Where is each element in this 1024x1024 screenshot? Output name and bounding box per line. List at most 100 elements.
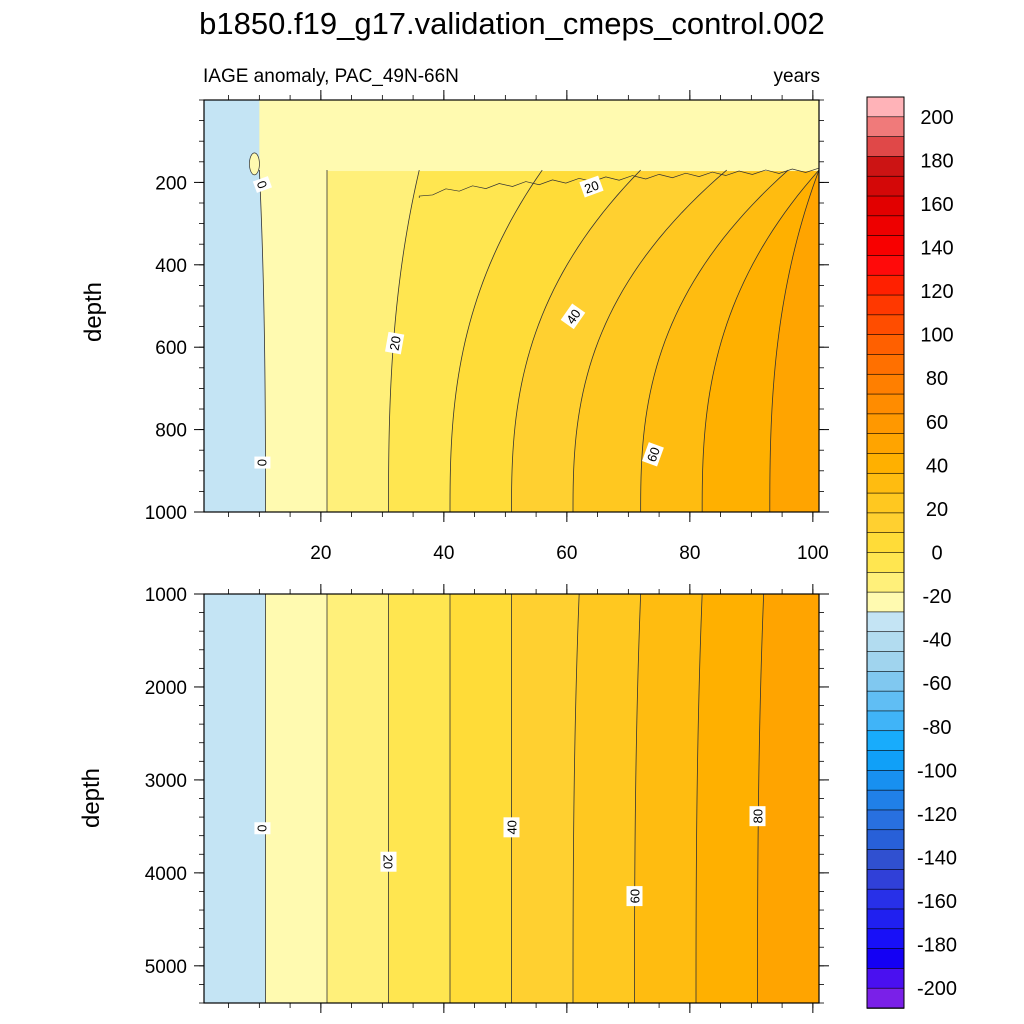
top-contour-lines (249, 152, 820, 513)
top-right-string: years (774, 66, 820, 87)
contour-band-40 (511, 170, 727, 513)
contour-label: 0 (254, 822, 271, 835)
contour-band-50 (573, 594, 641, 1003)
colorbar-swatch (866, 274, 905, 296)
y-tick-label: 400 (155, 256, 187, 277)
colorbar-swatch (866, 611, 905, 633)
x-tick-label: 100 (797, 543, 829, 564)
contour-band-60 (640, 170, 819, 513)
contour-label: 60 (626, 886, 643, 907)
colorbar-label: -160 (917, 891, 957, 913)
contour-band-20 (388, 594, 450, 1003)
colorbar-swatch (866, 472, 905, 494)
colorbar-swatch (866, 116, 905, 138)
colorbar-label: -120 (917, 804, 957, 826)
svg-text:60: 60 (644, 445, 663, 464)
top-y-axis-label: depth (80, 282, 107, 342)
colorbar-swatch (866, 235, 905, 257)
colorbar-swatch (866, 354, 905, 376)
svg-text:20: 20 (387, 335, 404, 352)
colorbar-swatch (866, 710, 905, 732)
colorbar-swatch (866, 552, 905, 574)
top-left-string: IAGE anomaly, PAC_49N-66N (203, 66, 459, 87)
colorbar-label: 100 (920, 325, 953, 347)
colorbar-label: -60 (923, 673, 952, 695)
colorbar-swatch (866, 314, 905, 336)
colorbar-swatch (866, 373, 905, 395)
surface-layer-band (259, 100, 820, 172)
colorbar-swatch (866, 255, 905, 277)
isoline-80 (769, 169, 820, 513)
isoline-60 (634, 593, 642, 1003)
colorbar-swatch (866, 156, 905, 178)
isoline-40 (511, 169, 641, 513)
y-tick-label: 2000 (145, 678, 187, 699)
colorbar-label: 160 (920, 194, 953, 216)
colorbar-swatch (866, 195, 905, 217)
colorbar-swatch (866, 631, 905, 653)
isoline-70 (701, 169, 820, 513)
y-tick-label: 5000 (145, 957, 187, 978)
colorbar-label: -80 (923, 717, 952, 739)
contour-band-10 (327, 170, 420, 513)
contour-label: 20 (579, 175, 604, 198)
contour-band-40 (511, 594, 580, 1003)
x-tick-label: 20 (310, 543, 331, 564)
colorbar-swatch (866, 928, 905, 950)
colorbar-swatch (866, 334, 905, 356)
contour-band-60 (634, 594, 703, 1003)
contour-band-10 (327, 594, 389, 1003)
colorbar-label: 60 (926, 412, 948, 434)
colorbar-swatch (866, 572, 905, 593)
contour-label: 20 (385, 331, 405, 355)
surface-isoline (418, 167, 820, 199)
colorbar-swatch (866, 770, 905, 791)
y-tick-label: 1000 (145, 585, 187, 606)
colorbar-label: 80 (926, 368, 948, 390)
contour-band-0 (259, 170, 327, 513)
colorbar: 200180160140120100806040200-20-40-60-80-… (866, 96, 957, 1009)
colorbar-swatch (866, 215, 905, 237)
colorbar-label: 200 (920, 107, 953, 129)
colorbar-swatch (866, 888, 905, 910)
colorbar-swatch (866, 433, 905, 455)
svg-text:0: 0 (254, 825, 269, 832)
contour-band-50 (573, 170, 789, 513)
colorbar-swatch (866, 690, 905, 712)
colorbar-label: 180 (920, 150, 953, 172)
colorbar-swatch (866, 512, 905, 534)
colorbar-swatch (866, 175, 905, 197)
svg-text:20: 20 (582, 177, 601, 196)
contour-band-70 (696, 594, 764, 1003)
y-tick-label: 200 (155, 173, 187, 194)
y-tick-label: 4000 (145, 864, 187, 885)
colorbar-swatch (866, 987, 905, 1009)
bottom-y-axis-label: depth (78, 768, 105, 828)
colorbar-swatch (866, 492, 905, 514)
contour-band-30 (450, 594, 512, 1003)
colorbar-label: -20 (923, 586, 952, 608)
contour-label: 0 (252, 176, 272, 193)
colorbar-swatch (866, 453, 905, 475)
colorbar-label: -100 (917, 760, 957, 782)
isoline-30 (449, 169, 543, 513)
colorbar-swatch (866, 413, 905, 435)
svg-text:40: 40 (563, 306, 584, 326)
figure-title: b1850.f19_g17.validation_cmeps_control.0… (199, 6, 825, 41)
contour-label: 80 (749, 806, 766, 827)
contour-band-20 (388, 170, 543, 513)
contour-label: 40 (560, 303, 586, 330)
contour-label: 20 (380, 851, 397, 872)
contour-label: 60 (642, 442, 664, 467)
colorbar-swatch (866, 294, 905, 316)
colorbar-swatch (866, 96, 905, 118)
x-tick-label: 80 (679, 543, 700, 564)
colorbar-label: -40 (923, 630, 952, 652)
colorbar-swatch (866, 908, 905, 930)
colorbar-swatch (866, 829, 905, 851)
bottom-panel: 0 20 40 60 80 1000 2000 3000 4000 5000 depth (78, 584, 829, 1013)
isoline-50 (572, 169, 728, 513)
y-tick-label: 600 (155, 338, 187, 359)
